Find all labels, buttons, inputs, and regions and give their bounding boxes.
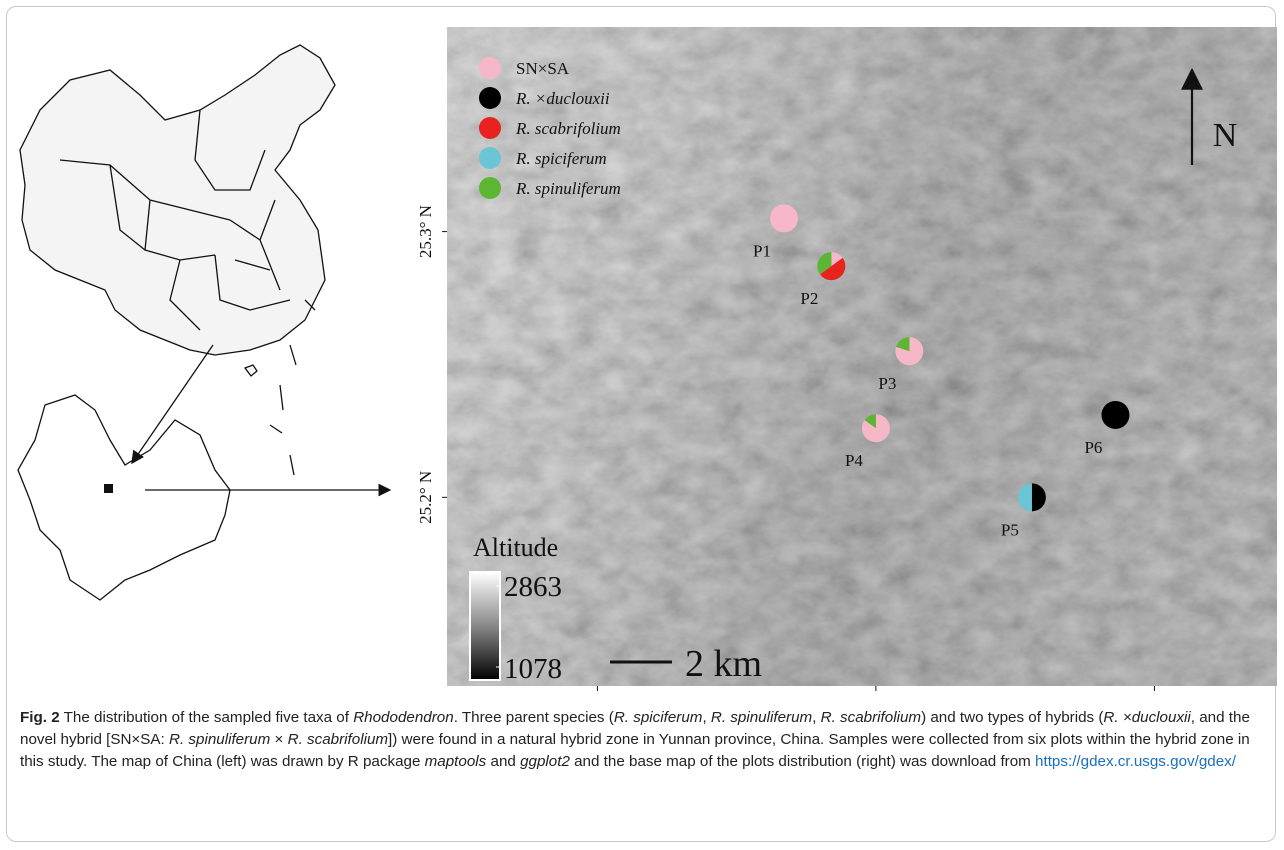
caption-link[interactable]: https://gdex.cr.usgs.gov/gdex/	[1035, 753, 1236, 770]
y-tick-label: 25.2° N	[416, 471, 435, 524]
plot-marker	[1101, 401, 1129, 429]
caption-text: The distribution of the sampled five tax…	[60, 709, 354, 726]
legend-swatch	[479, 177, 501, 199]
legend-swatch	[479, 117, 501, 139]
legend: SN×SA R. ×duclouxii R. scabrifolium R. spic…	[458, 44, 658, 204]
x-tick-label: 101.1° E	[846, 704, 906, 706]
x-tick-label: 101.2° E	[1125, 704, 1185, 706]
figure: 101.0° E 101.1° E 101.2° E 25.2° N 25.3° N S…	[0, 0, 1284, 706]
pie-wedge	[770, 204, 798, 232]
plot-label: P5	[1001, 520, 1019, 539]
caption-text: ) and two types of hybrids (	[921, 709, 1103, 726]
plot-label: P3	[878, 374, 896, 393]
scale-label: 2 km	[685, 643, 762, 685]
y-tick-label: 25.3° N	[416, 205, 435, 258]
colorbar-title: Altitude	[473, 533, 558, 562]
caption-text: maptools	[425, 753, 487, 770]
legend-swatch	[479, 87, 501, 109]
caption-text: ggplot2	[520, 753, 570, 770]
legend-swatch	[479, 147, 501, 169]
caption-text: R. ×duclouxii	[1103, 709, 1190, 726]
caption-text: R. scabrifolium	[288, 731, 388, 748]
plot-label: P1	[753, 241, 771, 260]
plot-label: P4	[845, 451, 863, 470]
caption-text: R. spinuliferum	[169, 731, 270, 748]
legend-label: R. scabrifolium	[515, 119, 621, 138]
yunnan-map	[18, 345, 390, 600]
colorbar-max: 2863	[504, 571, 562, 603]
plot-marker	[817, 252, 845, 280]
caption-text: ,	[702, 709, 710, 726]
caption-text: and	[486, 753, 520, 770]
plot-marker	[1018, 483, 1046, 511]
caption-text: ×	[270, 731, 287, 748]
caption-text: R. spinuliferum	[711, 709, 812, 726]
caption-text: and the base map of the plots distributi…	[570, 753, 1035, 770]
caption-text: Fig. 2	[20, 709, 60, 726]
caption: Fig. 2 The distribution of the sampled f…	[20, 707, 1266, 773]
legend-label: R. ×duclouxii	[515, 89, 610, 108]
plot-label: P2	[800, 289, 818, 308]
caption-text: ,	[812, 709, 820, 726]
caption-text: Rhododendron	[353, 709, 454, 726]
plot-label: P6	[1084, 438, 1102, 457]
page: 101.0° E 101.1° E 101.2° E 25.2° N 25.3° N S…	[0, 0, 1284, 850]
north-label: N	[1213, 117, 1238, 154]
legend-label: SN×SA	[516, 59, 570, 78]
plot-marker	[895, 337, 923, 365]
caption-text: R. spiciferum	[614, 709, 703, 726]
x-tick-label: 101.0° E	[568, 704, 628, 706]
colorbar-min: 1078	[504, 653, 562, 685]
legend-swatch	[479, 57, 501, 79]
plot-marker	[770, 204, 798, 232]
plot-marker	[862, 414, 890, 442]
caption-text: . Three parent species (	[454, 709, 614, 726]
pie-wedge	[1101, 401, 1129, 429]
legend-label: R. spinuliferum	[515, 179, 621, 198]
legend-label: R. spiciferum	[515, 149, 607, 168]
caption-text: R. scabrifolium	[821, 709, 921, 726]
